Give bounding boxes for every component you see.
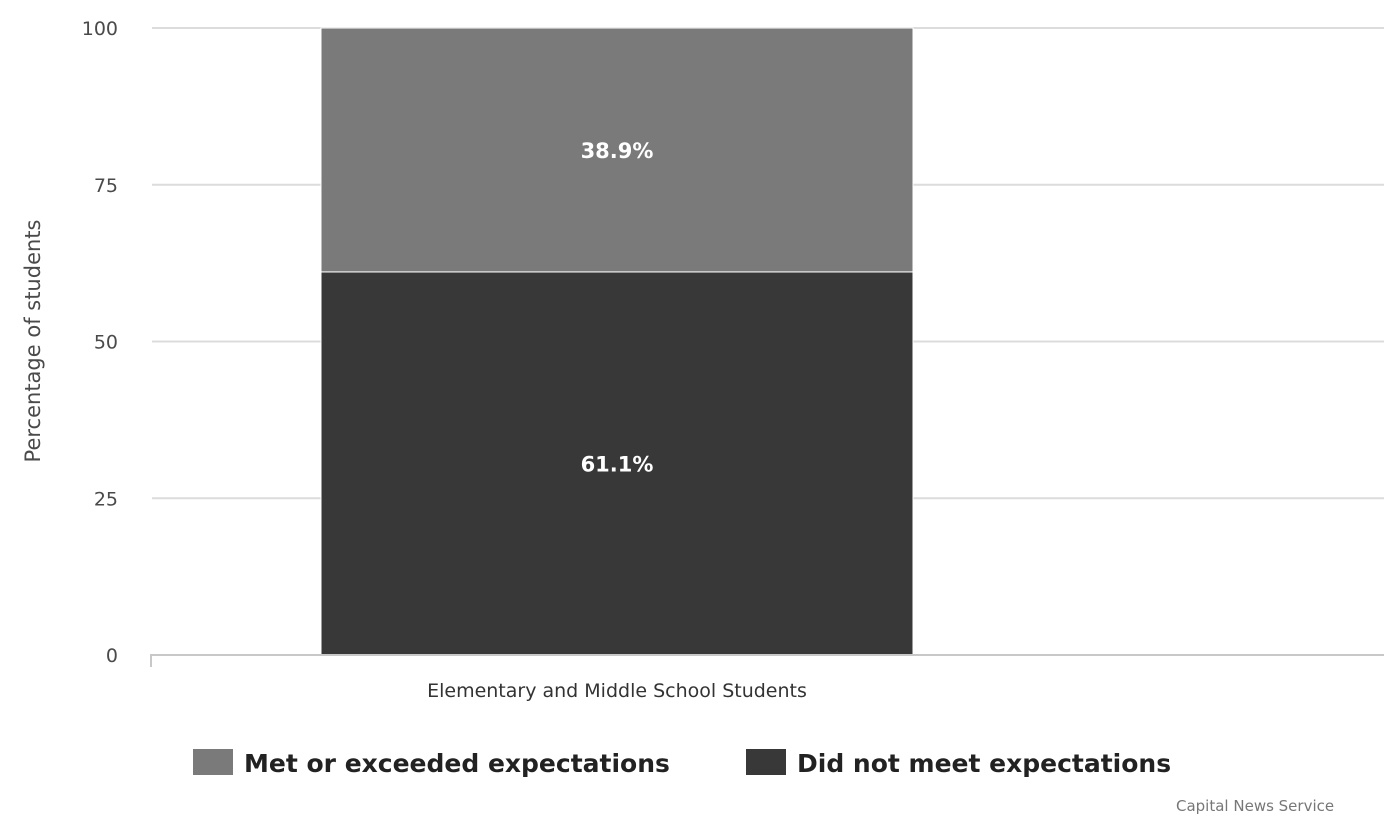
bar-segment-2	[320, 27, 914, 273]
y-axis-title: Percentage of students	[21, 220, 45, 463]
y-tick-label-50: 50	[94, 332, 118, 354]
y-tick-label-25: 25	[94, 488, 118, 510]
legend-swatch-1	[193, 749, 233, 775]
credit-text: Capital News Service	[1176, 797, 1334, 815]
legend-swatch-2	[746, 749, 786, 775]
y-tick-label-75: 75	[94, 175, 118, 197]
legend-label-1: Met or exceeded expectations	[244, 749, 670, 778]
x-tick-label-1: Elementary and Middle School Students	[427, 680, 807, 702]
y-tick-label-0: 0	[106, 645, 118, 667]
data-label-2: 38.9%	[581, 139, 654, 163]
bar-segment-1	[320, 271, 914, 656]
bars: 61.1% 38.9%	[320, 27, 914, 656]
y-tick-label-100: 100	[82, 18, 118, 40]
data-label-1: 61.1%	[581, 452, 654, 476]
legend-label-2: Did not meet expectations	[797, 749, 1171, 778]
x-axis: Elementary and Middle School Students	[150, 654, 1384, 702]
y-axis-ticks: 0 25 50 75 100	[82, 18, 118, 667]
legend: Met or exceeded expectations Did not meet…	[193, 749, 1171, 778]
